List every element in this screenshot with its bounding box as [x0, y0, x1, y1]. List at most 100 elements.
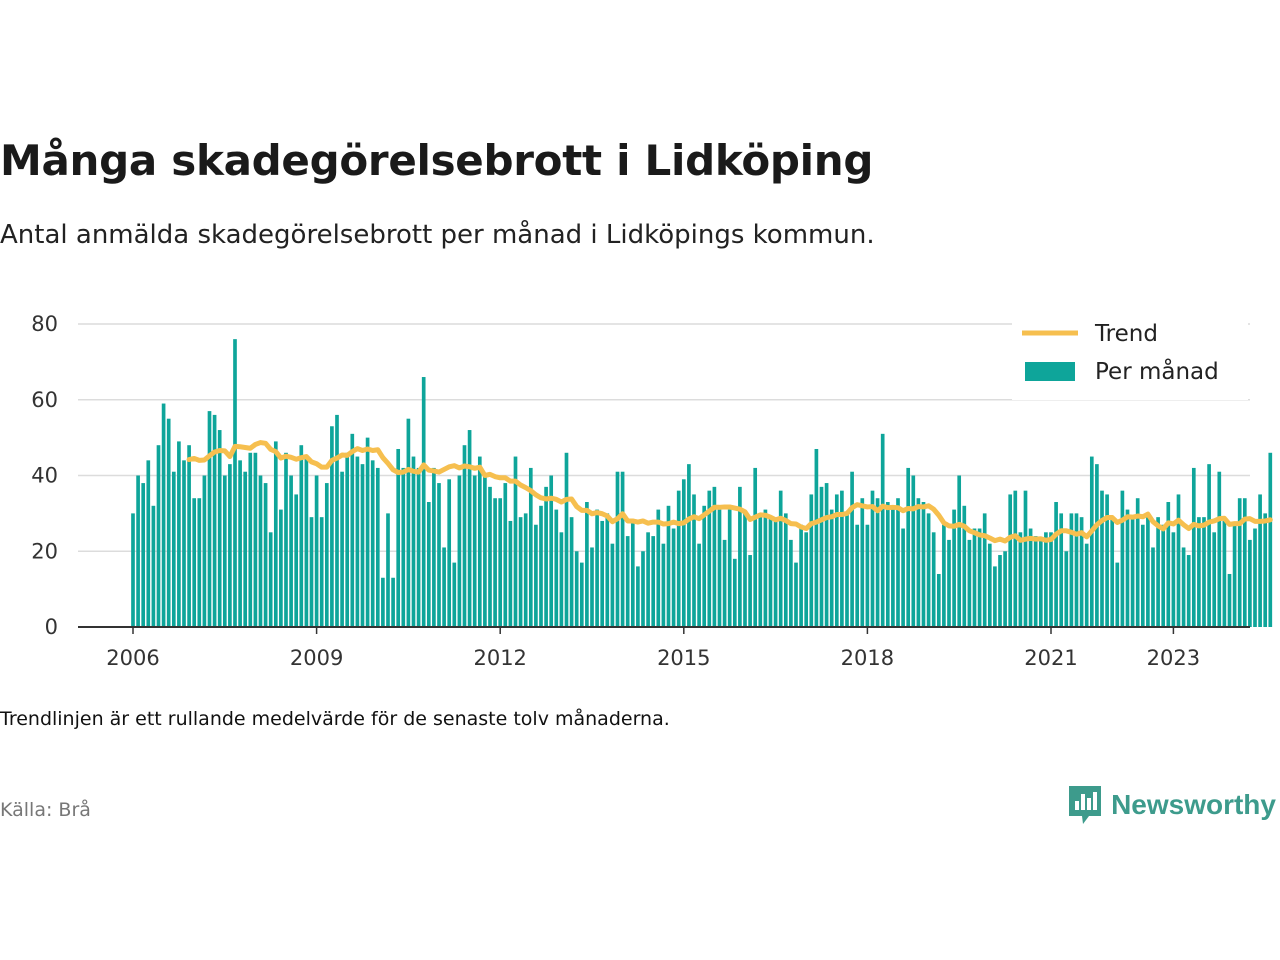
bar [488, 486, 492, 627]
bar [426, 502, 431, 627]
bar [238, 460, 242, 627]
bar [778, 490, 783, 627]
bar [544, 486, 548, 627]
bar [228, 464, 232, 627]
bar [391, 577, 395, 627]
bar [258, 475, 263, 627]
bar [962, 505, 967, 627]
x-tick-label: 2015 [657, 646, 710, 670]
bar [1258, 494, 1262, 627]
chart-subtitle: Antal anmälda skadegörelsebrott per måna… [0, 220, 875, 250]
x-tick-label: 2021 [1024, 646, 1077, 670]
bar [998, 555, 1002, 627]
legend-trend-label: Trend [1094, 321, 1158, 347]
bar [732, 558, 737, 627]
bar [595, 509, 599, 627]
bar [727, 509, 732, 627]
bar [569, 517, 574, 627]
bar [263, 483, 268, 627]
bar [1064, 551, 1069, 627]
bar [549, 475, 554, 627]
bar [528, 467, 533, 627]
bar [748, 555, 752, 627]
bar [156, 445, 161, 627]
bar [299, 445, 304, 627]
bar [743, 513, 747, 628]
bar [646, 532, 650, 627]
bar [753, 467, 758, 627]
x-tick-label: 2006 [106, 646, 159, 670]
axis-layer: 0 20 40 60 80 2006 2009 2012 2015 2018 2021 2023 [31, 312, 1250, 670]
bar [707, 490, 712, 627]
bar [324, 483, 329, 627]
bar [335, 414, 339, 627]
bar [523, 513, 528, 628]
bar [207, 411, 212, 627]
bar [789, 539, 793, 627]
bar-series [131, 339, 1273, 628]
bar [518, 517, 523, 627]
bar [885, 502, 890, 627]
bar [1023, 490, 1028, 627]
bar [131, 513, 135, 628]
bar [982, 513, 987, 628]
bar [880, 433, 885, 627]
bar [1105, 494, 1109, 627]
y-tick-label: 80 [31, 312, 58, 336]
bar [656, 509, 661, 627]
source-label: Källa: Brå [0, 799, 91, 821]
bar [233, 339, 237, 627]
chart-canvas: 0 20 40 60 80 2006 2009 2012 2015 2018 2021 2023 Tr… [31, 312, 1273, 670]
bar [625, 536, 630, 627]
bar [615, 471, 620, 627]
bar [1130, 517, 1135, 627]
bar [993, 566, 997, 627]
bar [829, 509, 834, 627]
bar [768, 517, 773, 627]
bar [676, 490, 681, 627]
bar [1161, 524, 1166, 627]
x-tick-label: 2009 [290, 646, 343, 670]
bar [1074, 513, 1079, 628]
bar [636, 566, 640, 627]
bar [1008, 494, 1013, 627]
bar [1028, 528, 1033, 627]
bar [411, 456, 416, 627]
bar [1100, 490, 1104, 627]
bar [1120, 490, 1125, 627]
bar [605, 513, 610, 628]
bar [758, 513, 763, 628]
bar [508, 520, 513, 627]
bar [1263, 513, 1268, 628]
bar [574, 551, 579, 627]
bar [248, 452, 253, 627]
bar [809, 494, 814, 627]
bar [182, 460, 186, 627]
bar [1197, 517, 1201, 627]
bar [972, 528, 977, 627]
bar [304, 456, 309, 627]
bar [1049, 532, 1053, 627]
bar [136, 475, 140, 627]
x-tick-label: 2012 [473, 646, 526, 670]
bar [217, 430, 222, 627]
bar [977, 528, 982, 627]
bar [493, 498, 497, 627]
bar [401, 467, 406, 627]
chart-title: Många skadegörelsebrott i Lidköping [0, 136, 874, 185]
bar [432, 467, 436, 627]
bar [1110, 517, 1115, 627]
bar [370, 460, 375, 627]
bar [1033, 536, 1038, 627]
bar [692, 494, 696, 627]
bar [931, 532, 936, 627]
bar [1135, 498, 1140, 627]
bar [1191, 467, 1196, 627]
bar [957, 475, 962, 627]
bar [1222, 520, 1227, 627]
bar [1115, 562, 1120, 627]
bar [840, 490, 844, 627]
bar [804, 532, 809, 627]
bar [539, 505, 543, 627]
bar [396, 448, 401, 627]
